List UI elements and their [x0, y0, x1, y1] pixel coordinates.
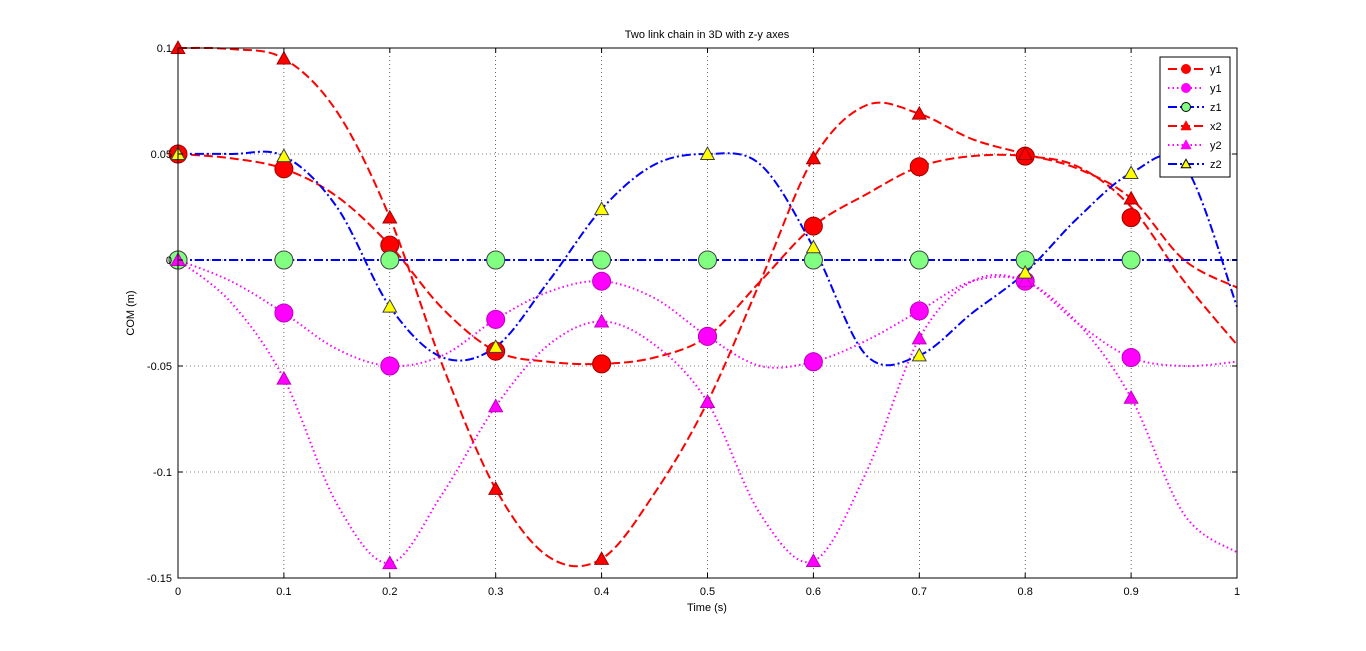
ticks: 0 0.1 0.2 0.3 0.4 0.5 0.6 0.7 0.8 0.9 1 -0.15 -0.1 -0…	[147, 43, 1240, 598]
data-point	[276, 370, 292, 385]
legend-box	[1159, 56, 1231, 178]
series-markers-x2-3	[170, 40, 1139, 565]
data-point	[593, 551, 610, 565]
x-tick-label: 0.2	[382, 586, 397, 598]
x-tick-label: 1	[1234, 586, 1240, 598]
data-point	[909, 250, 929, 270]
data-point	[592, 354, 612, 374]
data-point	[380, 250, 400, 270]
y-tick-label: -0.05	[147, 361, 172, 373]
data-point	[1123, 190, 1139, 205]
legend-item: y1	[1168, 64, 1222, 76]
data-point	[486, 309, 506, 329]
data-point	[274, 159, 294, 179]
x-tick-label: 0.7	[912, 586, 927, 598]
data-point	[805, 239, 822, 254]
data-point	[488, 398, 504, 413]
series-z2-5	[177, 150, 1238, 367]
legend-marker	[1181, 83, 1191, 93]
data-point	[486, 250, 506, 270]
y-tick-label: -0.1	[153, 467, 172, 479]
data-point	[1017, 273, 1033, 288]
data-point	[1121, 348, 1141, 368]
data-point	[805, 553, 822, 567]
data-point	[593, 313, 610, 328]
data-point	[1017, 264, 1033, 279]
series-line	[177, 259, 1238, 565]
series-line	[177, 46, 1238, 568]
data-point	[911, 347, 927, 362]
data-point	[488, 481, 504, 495]
data-point	[698, 250, 717, 270]
legend-label: z2	[1210, 159, 1222, 171]
legend-label: x2	[1210, 121, 1222, 133]
data-point	[380, 356, 400, 376]
legend-label: y1	[1210, 83, 1222, 95]
data-point	[909, 157, 929, 177]
legend-marker	[1181, 102, 1191, 112]
x-axis-label: Time (s)	[687, 602, 727, 614]
data-point	[803, 352, 823, 372]
data-point	[593, 201, 610, 216]
x-tick-label: 0.9	[1123, 586, 1138, 598]
data-point	[911, 330, 927, 345]
series-x2-3	[177, 46, 1238, 568]
x-tick-label: 0.6	[806, 586, 821, 598]
data-point	[699, 146, 716, 160]
legend-marker	[1180, 158, 1192, 169]
chart-title: Two link chain in 3D with z-y axes	[625, 29, 790, 41]
legend-item: z2	[1168, 158, 1222, 171]
data-point	[699, 394, 716, 408]
data-point	[274, 303, 294, 323]
x-tick-label: 0.4	[594, 586, 609, 598]
data-point	[1121, 208, 1141, 228]
series-y2-4	[177, 259, 1238, 565]
data-point	[382, 209, 398, 224]
x-tick-label: 0	[175, 586, 181, 598]
legend[interactable]: y1 y1 z1 x2 y2 z2	[1159, 56, 1231, 178]
legend-item: y2	[1168, 139, 1222, 152]
data-point	[592, 271, 612, 291]
data-point	[592, 250, 612, 270]
legend-item: x2	[1168, 120, 1222, 133]
series-markers-y2-4	[170, 252, 1139, 570]
data-point	[1123, 165, 1139, 180]
data-point	[382, 555, 398, 570]
legend-label: y2	[1210, 140, 1222, 152]
x-tick-label: 0.5	[700, 586, 715, 598]
y-tick-label: -0.15	[147, 573, 172, 585]
y-tick-label: 0.1	[157, 43, 172, 55]
y-axis-label: COM (m)	[125, 290, 137, 335]
legend-marker	[1180, 120, 1192, 131]
legend-label: y1	[1210, 64, 1222, 76]
data-point	[911, 105, 927, 120]
data-point	[382, 298, 398, 313]
y-tick-label: 0	[166, 255, 172, 267]
data-point	[1123, 389, 1139, 404]
data-point	[805, 150, 822, 165]
data-point	[698, 326, 717, 346]
legend-item: z1	[1168, 102, 1222, 114]
series-markers-z1-2	[168, 250, 1141, 270]
legend-marker	[1181, 64, 1191, 74]
legend-marker	[1180, 139, 1192, 150]
legend-label: z1	[1210, 102, 1222, 114]
data-point	[803, 250, 823, 270]
data-point	[909, 301, 929, 321]
data-point	[803, 216, 823, 236]
data-point	[1121, 250, 1141, 270]
data-point	[1017, 146, 1033, 160]
data-point	[488, 339, 504, 353]
series-line	[177, 150, 1238, 367]
x-tick-label: 0.1	[276, 586, 291, 598]
data-point	[274, 250, 294, 270]
x-tick-label: 0.3	[488, 586, 503, 598]
x-tick-label: 0.8	[1018, 586, 1033, 598]
data-point	[276, 148, 292, 163]
data-point	[276, 50, 292, 65]
series-layer	[168, 40, 1238, 570]
y-tick-label: 0.05	[151, 149, 172, 161]
legend-item: y1	[1168, 83, 1222, 95]
